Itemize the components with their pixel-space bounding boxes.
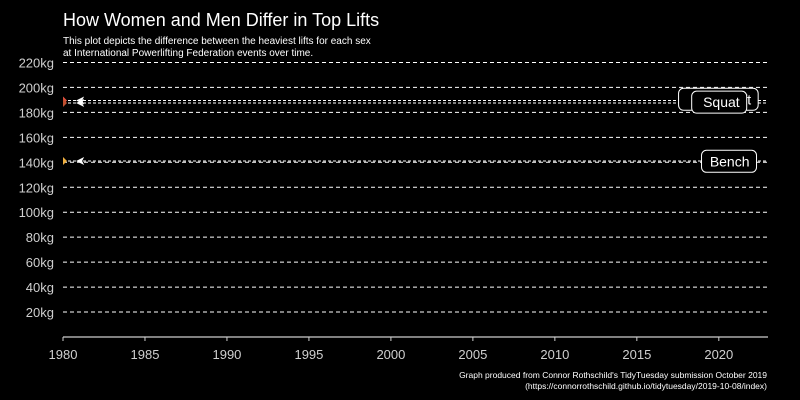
x-tick-label-1995: 1995 [294, 347, 323, 362]
series-marker-bench [63, 157, 67, 166]
series-marker-squat [63, 99, 67, 108]
x-tick-label-2010: 2010 [540, 347, 569, 362]
series-label-squat: Squat [691, 90, 748, 114]
series-label-text-squat: Squat [703, 94, 740, 110]
x-tick-label-2015: 2015 [622, 347, 651, 362]
x-tick-label-2020: 2020 [704, 347, 733, 362]
y-tick-label-200: 200kg [19, 80, 54, 95]
y-tick-label-120: 120kg [19, 180, 54, 195]
series-arrow-bench [76, 157, 85, 166]
y-tick-label-140: 140kg [19, 155, 54, 170]
y-tick-label-180: 180kg [19, 105, 54, 120]
chart-caption-line-1: Graph produced from Connor Rothschild's … [459, 370, 767, 380]
y-tick-label-20: 20kg [26, 305, 54, 320]
x-tick-label-2000: 2000 [376, 347, 405, 362]
series-label-text-bench: Bench [710, 153, 750, 169]
x-tick-label-2005: 2005 [458, 347, 487, 362]
grid [63, 61, 768, 313]
x-axis: 1980 1985 1990 1995 2000 2005 2010 2015 2020 [49, 336, 768, 362]
series [63, 96, 768, 166]
series-label-box-bench [701, 149, 758, 173]
y-axis: 20kg 40kg 60kg 80kg 100kg 120kg 140kg 160kg 180k… [19, 55, 54, 320]
chart-title: How Women and Men Differ in Top Lifts [63, 10, 379, 30]
y-tick-label-60: 60kg [26, 255, 54, 270]
y-tick-label-220: 220kg [19, 55, 54, 70]
x-tick-label-1985: 1985 [131, 347, 160, 362]
chart-caption-line-2: (https://connorrothschild.github.io/tidy… [525, 381, 767, 391]
y-tick-label-160: 160kg [19, 130, 54, 145]
chart-subtitle-line-1: This plot depicts the difference between… [63, 36, 371, 47]
x-tick-label-1980: 1980 [49, 347, 78, 362]
chart-subtitle-line-2: at International Powerlifting Federation… [63, 48, 313, 59]
y-tick-label-100: 100kg [19, 205, 54, 220]
series-label-bench: Bench [701, 149, 758, 173]
series-arrow-squat [76, 99, 85, 108]
x-tick-label-1990: 1990 [212, 347, 241, 362]
series-label-box-squat [691, 90, 748, 114]
y-tick-label-40: 40kg [26, 280, 54, 295]
series-labels: DeadliftSquatBench [678, 87, 759, 173]
y-tick-label-80: 80kg [26, 230, 54, 245]
